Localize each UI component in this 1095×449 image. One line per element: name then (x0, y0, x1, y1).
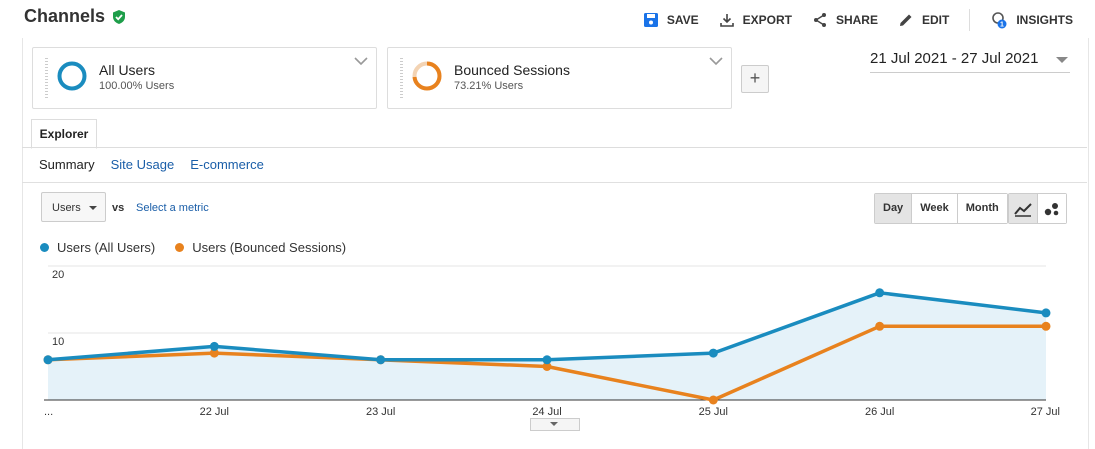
granularity-day[interactable]: Day (875, 194, 912, 223)
bubble-chart-icon (1044, 202, 1059, 215)
date-range-picker[interactable]: 21 Jul 2021 - 27 Jul 2021 (870, 50, 1070, 73)
date-range-text: 21 Jul 2021 - 27 Jul 2021 (870, 50, 1039, 67)
tab-explorer[interactable]: Explorer (31, 119, 97, 149)
chart-type-toggle (1008, 193, 1067, 224)
granularity-toggle: Day Week Month (874, 193, 1008, 224)
segment-percentage: 100.00% Users (99, 80, 175, 92)
data-point (542, 362, 552, 371)
x-tick-label: 24 Jul (532, 406, 561, 418)
x-tick-label: 22 Jul (200, 406, 229, 418)
x-tick-label: 26 Jul (865, 406, 894, 418)
data-point (542, 355, 552, 365)
legend-dot (40, 243, 49, 252)
data-point (875, 321, 885, 331)
segment-name: All Users (99, 62, 156, 78)
caret-down-icon (550, 422, 558, 426)
save-button[interactable]: SAVE (643, 12, 699, 28)
line-chart-button[interactable] (1009, 194, 1037, 223)
segment-ring-icon (412, 61, 442, 91)
save-icon (643, 13, 658, 27)
drag-handle-icon[interactable] (45, 58, 48, 98)
top-bar: Channels SAVE EXPORT (0, 0, 1095, 36)
metric-dropdown[interactable]: Users (41, 192, 106, 222)
chart-collapse-button[interactable] (530, 418, 580, 431)
x-tick-label: ... (44, 406, 53, 418)
data-point (708, 348, 718, 358)
tab-divider (22, 147, 1087, 148)
subtab-e-commerce[interactable]: E-commerce (190, 157, 264, 172)
metric-selected: Users (52, 202, 81, 214)
insights-badge: 1 (1000, 22, 1004, 29)
data-point (43, 355, 53, 365)
y-tick-label: 10 (52, 336, 64, 348)
verified-shield-icon (113, 9, 126, 24)
line-chart-icon (1014, 202, 1032, 217)
subtab-site-usage[interactable]: Site Usage (110, 157, 175, 172)
caret-down-icon (1056, 57, 1068, 63)
line-chart: 20 10... 22 Jul 23 Jul 24 Jul 25 Jul 26 Jul 27 … (43, 265, 1060, 418)
segment-percentage: 73.21% Users (454, 80, 524, 92)
data-point (1041, 321, 1051, 331)
legend-label: Users (All Users) (57, 240, 156, 255)
vs-label: vs (112, 202, 125, 214)
share-icon (813, 13, 826, 27)
chevron-down-icon[interactable] (709, 56, 723, 66)
page-title-text: Channels (24, 6, 106, 26)
subtab-divider (22, 182, 1087, 183)
legend-item-all-users: Users (All Users) (40, 240, 155, 255)
segment-all-users[interactable]: All Users 100.00% Users (32, 47, 377, 109)
edit-button[interactable]: EDIT (898, 12, 949, 28)
select-metric-link[interactable]: Select a metric (136, 202, 209, 214)
report-actions: SAVE EXPORT SHARE EDIT (643, 9, 1073, 31)
series-area (48, 292, 1046, 400)
report-panel (22, 38, 1089, 449)
data-point (708, 395, 718, 405)
export-label: EXPORT (742, 13, 792, 27)
x-tick-label: 25 Jul (699, 406, 728, 418)
edit-label: EDIT (921, 13, 950, 27)
data-point (376, 355, 386, 365)
add-segment-button[interactable]: + (741, 65, 769, 93)
drag-handle-icon[interactable] (400, 58, 403, 98)
segment-name: Bounced Sessions (454, 62, 570, 78)
share-label: SHARE (835, 13, 878, 27)
caret-down-icon (89, 206, 97, 210)
segment-ring-icon (57, 61, 87, 91)
data-point (1041, 308, 1051, 318)
x-tick-label: 27 Jul (1031, 406, 1060, 418)
chart-legend: Users (All Users) Users (Bounced Session… (40, 240, 346, 255)
legend-item-bounced: Users (Bounced Sessions) (175, 240, 346, 255)
insights-button[interactable]: 1 INSIGHTS (990, 11, 1073, 29)
action-divider (969, 9, 971, 31)
data-point (209, 348, 219, 358)
export-icon (719, 14, 734, 27)
legend-dot (175, 243, 185, 252)
granularity-week[interactable]: Week (911, 194, 957, 223)
subtab-summary[interactable]: Summary (39, 157, 95, 172)
insights-label: INSIGHTS (1016, 13, 1073, 27)
pencil-icon (899, 14, 912, 26)
chevron-down-icon[interactable] (354, 56, 368, 66)
x-tick-label: 23 Jul (366, 406, 395, 418)
segment-bounced-sessions[interactable]: Bounced Sessions 73.21% Users (387, 47, 732, 109)
granularity-month[interactable]: Month (956, 194, 1007, 223)
data-point (209, 341, 219, 351)
explorer-subtabs: Summary Site Usage E-commerce (39, 157, 264, 172)
legend-label: Users (Bounced Sessions) (192, 240, 347, 255)
save-label: SAVE (666, 13, 699, 27)
y-tick-label: 20 (52, 269, 64, 281)
page-title: Channels (24, 6, 127, 27)
export-button[interactable]: EXPORT (719, 12, 792, 28)
motion-chart-button[interactable] (1037, 194, 1066, 223)
data-point (875, 288, 885, 298)
share-button[interactable]: SHARE (812, 12, 878, 28)
insights-icon: 1 (992, 12, 1007, 29)
